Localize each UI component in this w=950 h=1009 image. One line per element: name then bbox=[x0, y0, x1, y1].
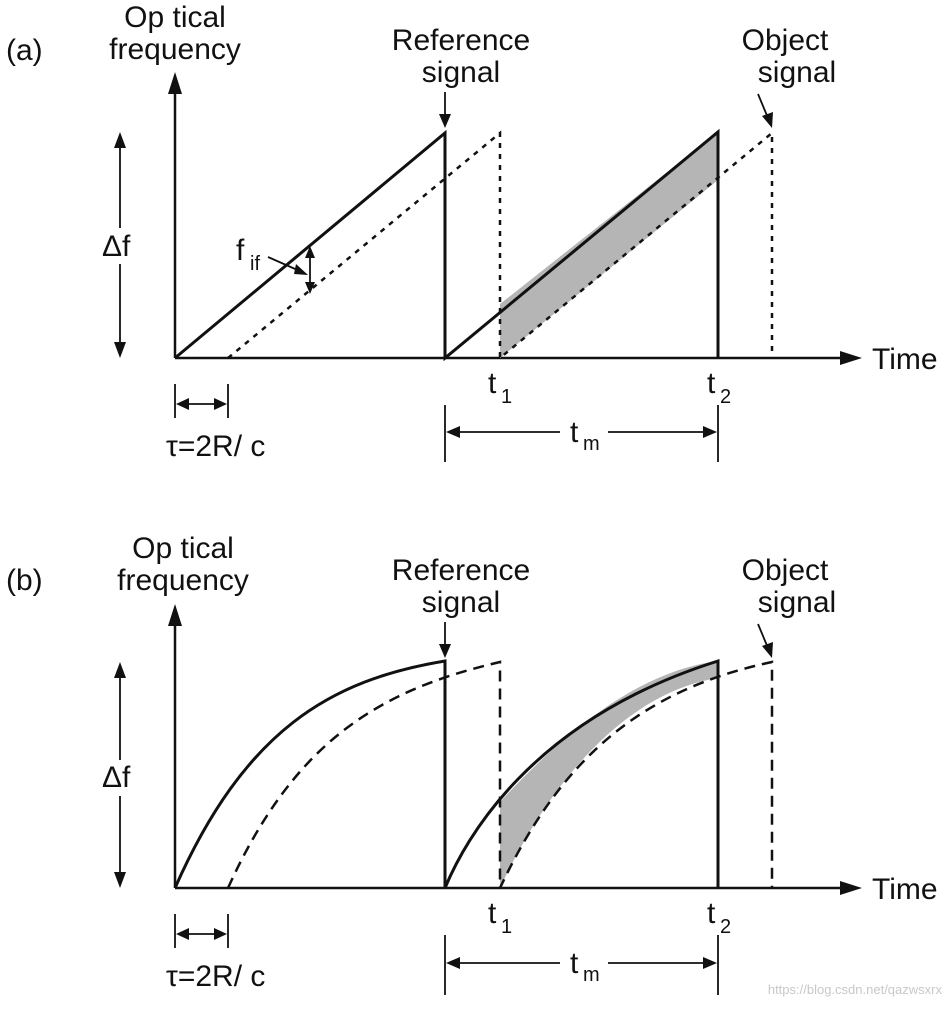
panel-a-t1-sub: 1 bbox=[501, 386, 512, 408]
panel-b-t1: t bbox=[488, 897, 497, 930]
panel-b-tau: τ=2R/ c bbox=[166, 960, 265, 993]
panel-b-xlabel: Time bbox=[872, 873, 938, 906]
panel-a-ref-line2: signal bbox=[422, 56, 500, 89]
panel-a-obj-pointer bbox=[757, 93, 769, 119]
panel-b-obj-line2: signal bbox=[758, 586, 836, 619]
panel-b-x-arrowhead bbox=[840, 881, 862, 895]
panel-a-obj-line2: signal bbox=[758, 56, 836, 89]
panel-a-obj-line1: Object bbox=[742, 24, 829, 57]
panel-b-delta-f-label: Δf bbox=[102, 761, 131, 794]
panel-b-t2-sub: 2 bbox=[720, 916, 731, 938]
panel-a-label: (a) bbox=[6, 34, 43, 67]
panel-a-y-arrowhead bbox=[168, 72, 182, 94]
panel-a-object-signal bbox=[227, 130, 774, 361]
panel-b: (b) Op tical frequency Time Δf Reference… bbox=[6, 532, 938, 995]
panel-a-tau: τ=2R/ c bbox=[166, 430, 265, 463]
panel-a-t2-sub: 2 bbox=[720, 386, 731, 408]
panel-b-obj-line1: Object bbox=[742, 554, 829, 587]
panel-a-tm: t bbox=[570, 416, 579, 449]
panel-a-tm-sub: m bbox=[583, 433, 600, 455]
panel-b-ref-line1: Reference bbox=[392, 554, 530, 587]
panel-b-ylabel-line1: Op tical bbox=[132, 532, 234, 565]
panel-b-object-signal bbox=[226, 660, 774, 889]
panel-a-fif-sub: if bbox=[250, 253, 260, 275]
panel-a-ylabel-line1: Op tical bbox=[124, 1, 226, 34]
panel-b-t2: t bbox=[707, 897, 716, 930]
panel-b-t1-sub: 1 bbox=[501, 916, 512, 938]
panel-b-tm-sub: m bbox=[583, 964, 600, 986]
panel-b-y-arrowhead bbox=[168, 604, 182, 626]
panel-a-t2: t bbox=[707, 367, 716, 400]
panel-a-xlabel: Time bbox=[872, 343, 938, 376]
panel-b-obj-pointer bbox=[757, 623, 769, 649]
panel-b-reference-signal bbox=[173, 658, 720, 889]
panel-b-beat-area bbox=[500, 661, 718, 888]
panel-a-ref-line1: Reference bbox=[392, 24, 530, 57]
panel-a-fif-label: f bbox=[236, 234, 245, 267]
panel-a-ylabel-line2: frequency bbox=[109, 33, 241, 66]
panel-a: (a) Op tical frequency Time Δf f if Refe… bbox=[6, 1, 938, 463]
panel-a-t1: t bbox=[488, 367, 497, 400]
panel-b-label: (b) bbox=[6, 564, 43, 597]
panel-a-reference-signal bbox=[174, 128, 720, 362]
panel-a-beat-area bbox=[500, 132, 718, 358]
panel-a-delta-f-label: Δf bbox=[102, 230, 131, 263]
watermark: https://blog.csdn.net/qazwsxrx bbox=[768, 982, 943, 997]
panel-b-tm: t bbox=[570, 947, 579, 980]
panel-b-ref-line2: signal bbox=[422, 586, 500, 619]
panel-a-x-arrowhead bbox=[840, 351, 862, 365]
panel-b-ylabel-line2: frequency bbox=[117, 564, 249, 597]
